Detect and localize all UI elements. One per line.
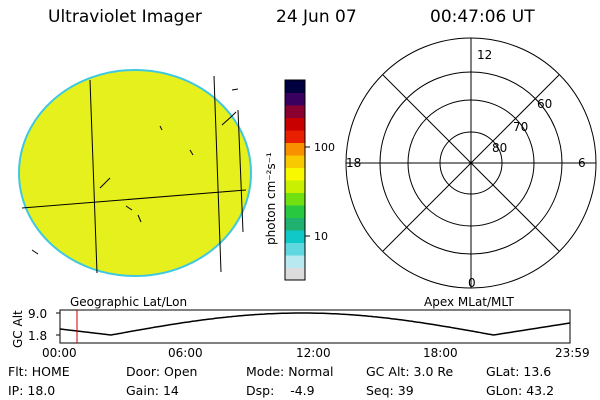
colorbar-swatch (285, 217, 305, 231)
time-label: 00:47:06 UT (430, 7, 535, 27)
status-ip: IP: 18.0 (8, 383, 56, 398)
alt-xtick: 12:00 (296, 346, 331, 360)
alt-axis-label: GC Alt (11, 310, 25, 348)
colorbar-swatch (285, 142, 305, 156)
colorbar-swatch (285, 242, 305, 256)
mlt-label-6: 6 (578, 156, 586, 170)
coastline (137, 214, 142, 223)
alt-xtick: 06:00 (168, 346, 203, 360)
colorbar-swatch (285, 130, 305, 143)
earth-disk (18, 69, 252, 277)
colorbar-swatch (285, 230, 305, 243)
polar-plot (345, 37, 597, 289)
colorbar-swatch (285, 117, 305, 131)
colorbar-swatch (285, 205, 305, 218)
date-label: 24 Jun 07 (276, 7, 357, 27)
alt-ytick-1-8: 1.8 (28, 329, 48, 343)
colorbar (285, 80, 305, 281)
polar-diagonal (382, 74, 560, 252)
colorbar-swatch (285, 92, 305, 106)
mlat-label-80: 80 (492, 141, 508, 155)
colorbar-tick-100: 100 (314, 141, 335, 154)
alt-xtick: 00:00 (42, 346, 77, 360)
colorbar-swatch (285, 105, 305, 118)
lon-line (237, 109, 244, 233)
mlt-label-18: 18 (346, 156, 362, 170)
colorbar-unit-label: photon cm⁻²s⁻¹ (264, 152, 278, 245)
lon-line (89, 79, 98, 274)
status-glat: GLat: 13.6 (486, 364, 552, 379)
status-gain: Gain: 14 (126, 383, 179, 398)
alt-strip-frame (59, 309, 571, 344)
coastline (231, 88, 239, 91)
colorbar-frame (284, 79, 306, 281)
status-glon: GLon: 43.2 (486, 383, 555, 398)
geographic-image (18, 69, 252, 277)
colorbar-swatch (285, 167, 305, 181)
mlat-label-70: 70 (513, 120, 529, 134)
apex-caption: Apex MLat/MLT (424, 295, 514, 309)
coastline (159, 125, 163, 131)
colorbar-swatch (285, 192, 305, 206)
status-dsp: Dsp: -4.9 (246, 383, 315, 398)
colorbar-tick-10: 10 (314, 230, 328, 243)
colorbar-swatch (285, 267, 305, 281)
status-seq: Seq: 39 (366, 383, 414, 398)
colorbar-swatch (285, 155, 305, 168)
instrument-title: Ultraviolet Imager (48, 7, 202, 27)
status-gcalt: GC Alt: 3.0 Re (366, 364, 454, 379)
coastline (125, 205, 133, 211)
status-flt: Flt: HOME (8, 364, 70, 379)
alt-xtick: 23:59 (555, 346, 590, 360)
geographic-caption: Geographic Lat/Lon (70, 295, 188, 309)
colorbar-swatch (285, 80, 305, 93)
mlat-label-60: 60 (537, 97, 553, 111)
status-door: Door: Open (126, 364, 198, 379)
mlt-label-12: 12 (477, 48, 493, 62)
alt-xtick: 18:00 (423, 346, 458, 360)
lon-line (213, 75, 222, 273)
colorbar-swatch (285, 180, 305, 193)
coastline (31, 249, 39, 255)
coastline (99, 177, 111, 189)
lat-line (21, 189, 247, 209)
coastline (189, 149, 194, 156)
mlt-label-0: 0 (468, 276, 476, 290)
status-mode: Mode: Normal (246, 364, 334, 379)
alt-track (59, 312, 571, 336)
alt-ytick-9: 9.0 (28, 307, 48, 321)
coastline (221, 111, 237, 126)
colorbar-swatch (285, 255, 305, 268)
